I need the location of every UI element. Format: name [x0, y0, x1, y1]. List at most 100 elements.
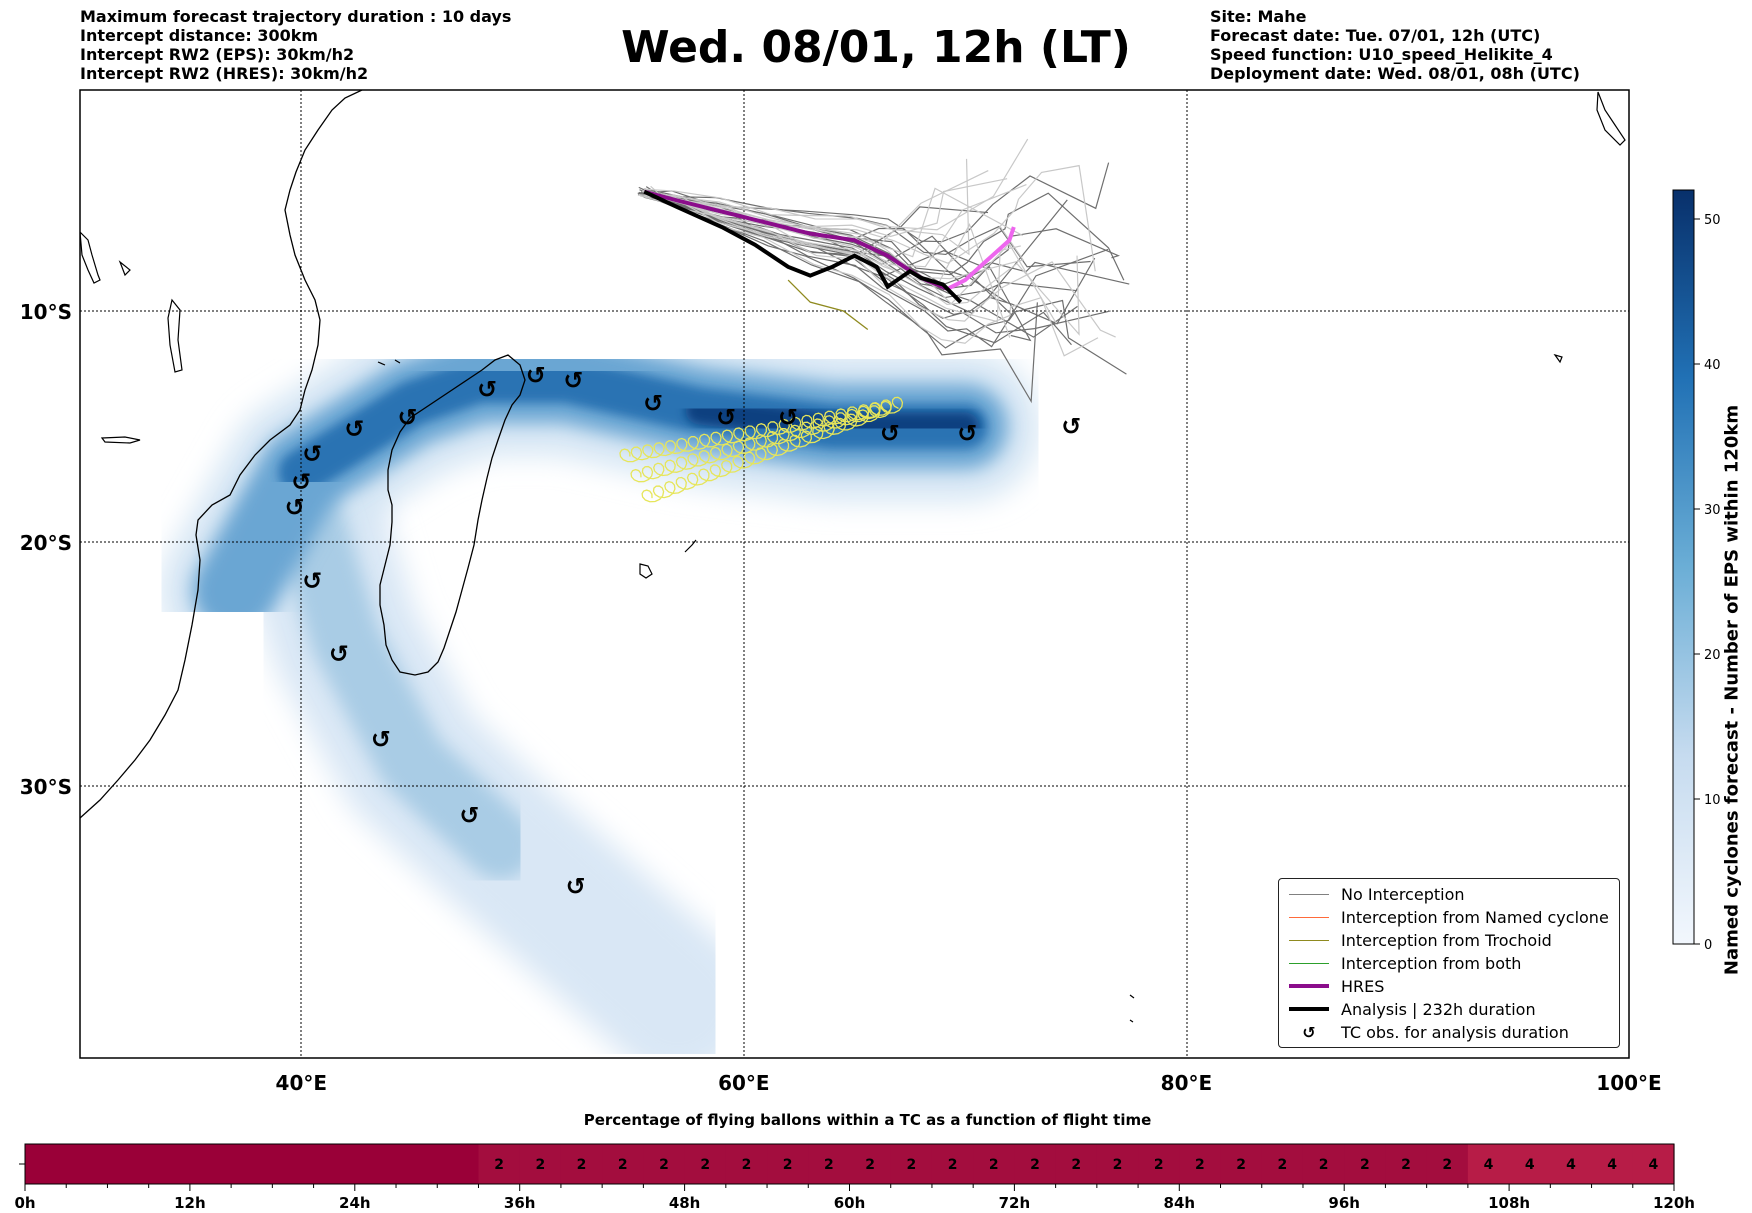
ensemble-track — [644, 196, 1072, 346]
header-line-distance: Intercept distance: 300km — [80, 26, 319, 45]
colorbar-tick-label: 30 — [1704, 503, 1721, 518]
tc-obs-marker: ↺ — [329, 640, 349, 668]
heatmap-cell — [1096, 1144, 1139, 1184]
heatmap-cell — [890, 1144, 933, 1184]
ensemble-track — [645, 170, 989, 257]
heatmap-cell-label: 2 — [1195, 1157, 1205, 1173]
map-area: ↺↺↺↺↺↺↺↺↺↺ ↺ ↺↺↺ ↺ ↺↺ ↺ ↺ — [80, 90, 1629, 1058]
legend-swatch — [1289, 939, 1329, 941]
heatmap-cell — [1426, 1144, 1469, 1184]
tc-obs-marker: ↺ — [344, 415, 364, 443]
heatmap-cell-label: 2 — [618, 1157, 628, 1173]
legend: No Interception Interception from Named … — [1278, 878, 1620, 1048]
heatmap-cell-label: 2 — [1113, 1157, 1123, 1173]
ensemble-track — [647, 178, 1008, 238]
flight-time-heatmap: 2 2 2 2 2 2 2 2 2 2 2 2 2 2 2 2 2 2 2 2 2 2 2 2 4 4 4 4 4 — [25, 1144, 1675, 1184]
heatmap-cell — [725, 1144, 768, 1184]
heatmap-cell-label: 2 — [1236, 1157, 1246, 1173]
longitude-labels: 40°E 60°E 80°E 100°E — [276, 1071, 1662, 1095]
heatmap-cell-label: 4 — [1484, 1157, 1494, 1173]
colorbar-tick-label: 40 — [1704, 358, 1721, 373]
heatmap-cell — [1467, 1144, 1510, 1184]
heatmap-cell — [66, 1144, 109, 1184]
heatmap-cell — [643, 1144, 686, 1184]
tc-obs-marker: ↺ — [302, 440, 322, 468]
heatmap-cell-label: 2 — [535, 1157, 545, 1173]
heatmap-cell — [354, 1144, 397, 1184]
trochoid-interception-track — [787, 279, 869, 330]
heatmap-cell — [25, 1144, 67, 1184]
tc-obs-marker: ↺ — [459, 802, 479, 830]
heatmap-cell — [767, 1144, 809, 1184]
header-left: Maximum forecast trajectory duration : 1… — [80, 7, 511, 83]
tc-obs-marker: ↺ — [397, 403, 417, 431]
header-line-speed-function: Speed function: U10_speed_Helikite_4 — [1210, 45, 1553, 64]
legend-item-no-interception: No Interception — [1289, 883, 1465, 905]
heatmap-cell-label: 4 — [1566, 1157, 1576, 1173]
colorbar-tick-label: 0 — [1704, 938, 1712, 953]
heatmap-cell-label: 2 — [948, 1157, 958, 1173]
tc-obs-marker: ↺ — [526, 362, 546, 390]
heatmap-cell — [973, 1144, 1015, 1184]
heatmap-cell-label: 2 — [989, 1157, 999, 1173]
madagascar-coastline — [379, 354, 526, 676]
ensemble-track — [638, 164, 1096, 272]
tc-obs-marker: ↺ — [477, 376, 497, 404]
heatmap-cell-label: 2 — [1030, 1157, 1040, 1173]
heatmap-tick-label: 24h — [339, 1194, 371, 1212]
tc-obs-marker: ↺ — [302, 567, 322, 595]
heatmap-cell-label: 2 — [494, 1157, 504, 1173]
heatmap-cell — [396, 1144, 438, 1184]
heatmap-cell — [107, 1144, 150, 1184]
latitude-tick-label: 20°S — [20, 531, 72, 555]
legend-item-hres: HRES — [1289, 975, 1384, 997]
header-line-rw2-hres: Intercept RW2 (HRES): 30km/h2 — [80, 64, 369, 83]
tc-observations: ↺↺↺↺↺↺↺↺↺↺ ↺ ↺↺↺ ↺ ↺↺ ↺ ↺ — [285, 362, 1082, 901]
heatmap-tick-label: 0h — [14, 1194, 35, 1212]
heatmap-cell-label: 2 — [1401, 1157, 1411, 1173]
header-right: Site: Mahe Forecast date: Tue. 07/01, 12… — [1210, 7, 1580, 83]
heatmap-cell — [1344, 1144, 1387, 1184]
legend-item-trochoid: Interception from Trochoid — [1289, 929, 1552, 951]
zanzibar-island — [100, 436, 141, 444]
heatmap-cell-label: 2 — [1360, 1157, 1370, 1173]
legend-swatch — [1289, 916, 1329, 918]
colorbar — [1672, 189, 1695, 945]
heatmap-cell — [1509, 1144, 1551, 1184]
heatmap-cell-label: 2 — [1154, 1157, 1164, 1173]
heatmap-title: Percentage of flying ballons within a TC… — [583, 1111, 1152, 1129]
small-island-north — [1129, 91, 1626, 1023]
heatmap-cell-label: 2 — [1319, 1157, 1329, 1173]
heatmap-cell-label: 2 — [783, 1157, 793, 1173]
heatmap-cell — [808, 1144, 851, 1184]
header-line-rw2-eps: Intercept RW2 (EPS): 30km/h2 — [80, 45, 355, 64]
heatmap-cell — [1261, 1144, 1304, 1184]
heatmap-tick-label: 48h — [669, 1194, 701, 1212]
heatmap-cell — [1220, 1144, 1263, 1184]
ensemble-track — [639, 195, 1099, 357]
ensemble-track — [643, 158, 970, 256]
tc-obs-marker: ↺ — [285, 493, 305, 521]
colorbar-ticks: 0 10 20 30 40 50 — [1694, 213, 1721, 953]
colorbar-tick-label: 50 — [1704, 213, 1721, 228]
tc-obs-marker: ↺ — [880, 419, 900, 447]
heatmap-cell — [1138, 1144, 1180, 1184]
heatmap-cell — [1591, 1144, 1634, 1184]
heatmap-tick-label: 84h — [1164, 1194, 1196, 1212]
ensemble-track — [646, 192, 1116, 338]
heatmap-cell-label: 2 — [1442, 1157, 1452, 1173]
heatmap-cell-label: 2 — [700, 1157, 710, 1173]
tc-obs-marker: ↺ — [716, 403, 736, 431]
longitude-tick-label: 100°E — [1596, 1071, 1661, 1095]
trochoid-track — [641, 396, 904, 503]
heatmap-cell — [1014, 1144, 1057, 1184]
colorbar-label: Named cyclones forecast - Number of EPS … — [1721, 404, 1743, 976]
hres-track-tail — [946, 226, 1016, 291]
header-line-forecast-date: Forecast date: Tue. 07/01, 12h (UTC) — [1210, 26, 1541, 45]
mauritius-island — [639, 563, 653, 579]
heatmap-cell — [684, 1144, 727, 1184]
heatmap-tick-label: 36h — [504, 1194, 536, 1212]
legend-swatch — [1289, 893, 1329, 895]
heatmap-cell — [602, 1144, 644, 1184]
